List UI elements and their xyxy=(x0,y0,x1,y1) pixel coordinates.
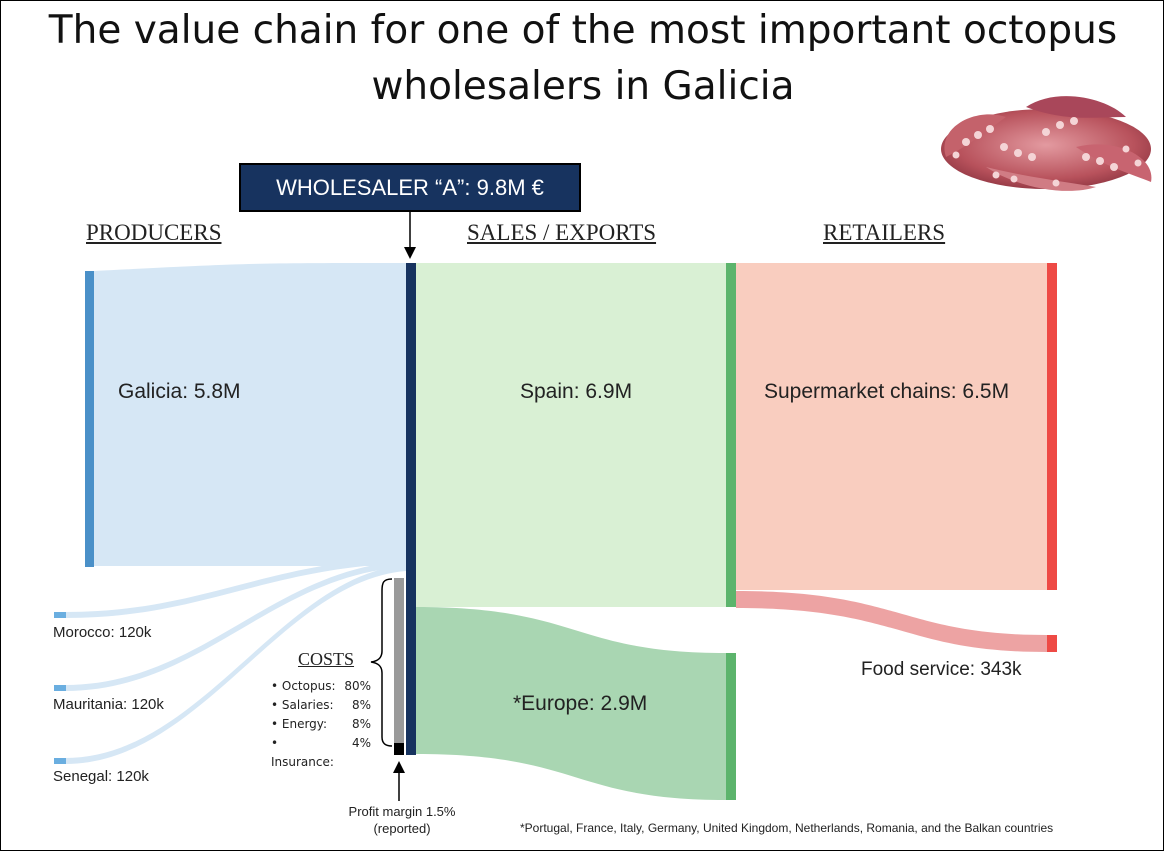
flow-food-service xyxy=(736,591,1047,652)
cost-row-salaries: • Salaries: 8% xyxy=(271,698,371,712)
label-morocco: Morocco: 120k xyxy=(53,624,152,641)
cost-row-insurance: • Insurance: 4% xyxy=(271,736,371,769)
node-morocco xyxy=(54,612,66,618)
column-header-retailers: RETAILERS xyxy=(823,220,946,245)
flow-galicia xyxy=(94,263,406,566)
flow-morocco xyxy=(65,557,406,618)
label-spain: Spain: 6.9M xyxy=(520,380,633,403)
label-senegal: Senegal: 120k xyxy=(53,768,149,785)
node-supermarkets xyxy=(1047,263,1057,590)
flow-supermarkets xyxy=(736,263,1047,590)
node-spain xyxy=(726,263,736,607)
costs-brace xyxy=(370,578,393,747)
cost-row-octopus: • Octopus: 80% xyxy=(271,679,371,693)
cost-row-energy: • Energy: 8% xyxy=(271,717,371,731)
node-wholesaler xyxy=(406,263,416,755)
page-title: The value chain for one of the most impo… xyxy=(48,8,1118,109)
column-header-producers: PRODUCERS xyxy=(86,220,222,245)
column-header-sales: SALES / EXPORTS xyxy=(467,220,657,245)
wholesaler-node-label: WHOLESALER “A”: 9.8M € xyxy=(239,163,581,212)
footnote: *Portugal, France, Italy, Germany, Unite… xyxy=(520,821,1054,835)
node-europe xyxy=(726,653,736,800)
node-food-service xyxy=(1047,635,1057,652)
octopus-illustration xyxy=(941,96,1152,191)
profit-margin-label: Profit margin 1.5% (reported) xyxy=(348,804,456,836)
flow-spain xyxy=(416,263,726,607)
costs-title: COSTS xyxy=(298,649,355,669)
node-profit xyxy=(394,743,404,755)
label-food-service: Food service: 343k xyxy=(861,659,1022,680)
label-galicia: Galicia: 5.8M xyxy=(118,380,241,403)
profit-arrowhead xyxy=(393,761,405,773)
node-galicia xyxy=(85,271,94,567)
costs-list: • Octopus: 80% • Salaries: 8% • Energy: … xyxy=(271,677,371,772)
label-europe: *Europe: 2.9M xyxy=(513,692,648,715)
label-supermarkets: Supermarket chains: 6.5M xyxy=(764,380,1010,403)
node-mauritania xyxy=(54,685,66,691)
label-mauritania: Mauritania: 120k xyxy=(53,696,164,713)
flow-europe xyxy=(416,607,726,800)
wholesaler-arrowhead xyxy=(404,247,416,259)
node-senegal xyxy=(54,758,66,764)
node-costs xyxy=(394,578,404,743)
